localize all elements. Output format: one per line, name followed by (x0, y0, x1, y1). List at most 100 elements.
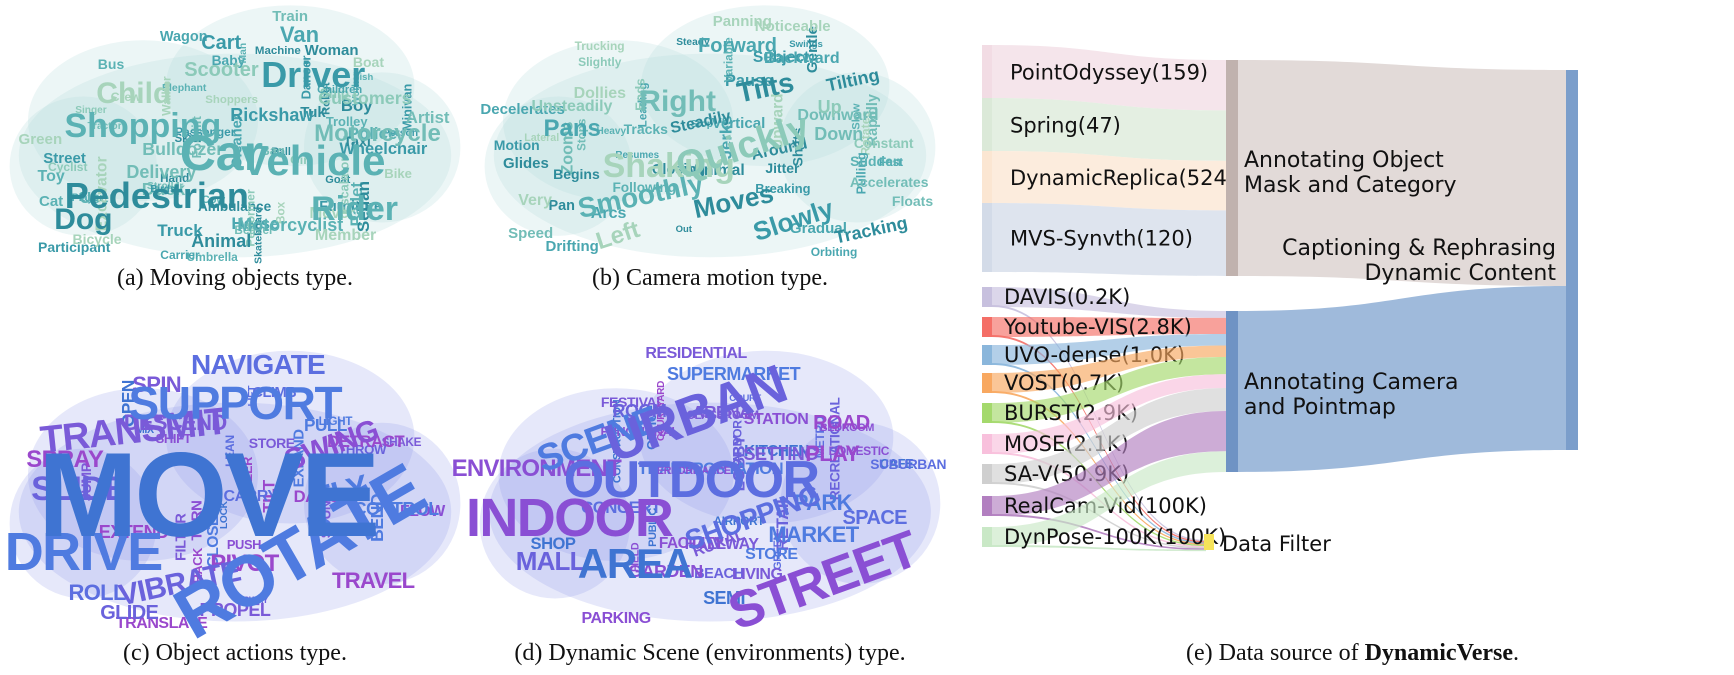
cloud-word: COURT (729, 392, 761, 403)
cloud-word: Decelerates (480, 101, 565, 119)
cloud-word: FESTIVAL (600, 394, 665, 410)
cloud-word: Bike (384, 165, 412, 181)
flow-band (992, 334, 1226, 365)
cloud-word: Boat (352, 53, 385, 70)
cloud-word: PIVOT (210, 549, 279, 577)
cloud-word: Motion (493, 136, 540, 153)
source-node-bar (982, 345, 992, 365)
cloud-word: Elephant (161, 82, 207, 95)
cloud-word: Gradual (789, 220, 847, 238)
cloud-word: Cow (201, 194, 226, 207)
cloud-word: DESCEND (123, 409, 228, 435)
sankey-diagram: PointOdyssey(159) Spring(47) DynamicReplic… (982, 45, 1578, 556)
cloud-word: Delivery (126, 161, 197, 182)
cloud-word: Crew (110, 90, 141, 105)
cloud-word: AREA (577, 539, 693, 587)
final-node-bar (1566, 70, 1578, 450)
cloud-word: SHOP (530, 533, 576, 553)
caption-e-suffix: . (1513, 640, 1519, 666)
cloud-word: SLIDE (31, 470, 127, 508)
cloud-word: Street (43, 149, 86, 167)
cloud-word: Floats (891, 193, 934, 209)
source-node-bar (982, 45, 992, 98)
cloud-word: Bus (97, 56, 125, 73)
flow-band (992, 287, 1226, 318)
cloud-word: Horse (231, 213, 280, 233)
cloud-word: Police (347, 124, 398, 144)
cloud-word: STORE (248, 434, 295, 451)
cloud-blob (489, 402, 931, 622)
cloud-word: Truck (157, 220, 203, 240)
cloud-word: LIGHT (318, 415, 353, 429)
mid-node-bar (1226, 311, 1238, 472)
cloud-blob (484, 96, 632, 236)
source-node-label: PointOdyssey(159) (1010, 61, 1208, 85)
flow-band (992, 45, 1226, 111)
cloud-word: Downward (797, 106, 879, 125)
source-node-bar (982, 98, 992, 151)
source-node-bar (982, 373, 992, 393)
cloud-blob (166, 5, 415, 167)
cloud-word: Tracks (623, 120, 668, 137)
cloud-word: Animal (191, 231, 252, 252)
mid-node-bar (1226, 60, 1238, 276)
cloud-blob (28, 40, 258, 201)
cloud-blob (780, 422, 941, 585)
cloud-word: OUTDOOR (563, 451, 820, 510)
filter-node-label: Data Filter (1222, 532, 1331, 556)
cloud-word: CLIMB (252, 385, 297, 402)
cloud-word: EXTEND (98, 522, 169, 543)
source-node-label: Spring(47) (1010, 114, 1121, 138)
cloud-word: Pans (543, 114, 601, 142)
cloud-word: DANCE (293, 486, 351, 506)
cloud-word: SUPPORT (128, 376, 343, 429)
cloud-word: Cart (201, 31, 242, 54)
cloud-word: Fish (353, 72, 374, 84)
word-cloud-moving-objects: Car Vehicle Pedestrian Driver Shopping Rider D… (5, 0, 465, 268)
cloud-word: Cat (39, 192, 64, 210)
cloud-word: Noticeable (754, 18, 831, 36)
cloud-word: MOVE (37, 427, 381, 562)
cloud-word: ROAD (813, 411, 870, 434)
cloud-word: Cyclist (48, 159, 88, 174)
cloud-word: Scooter (184, 58, 259, 81)
cloud-word: BEDROOM (819, 422, 875, 435)
cloud-word: Carrier (160, 247, 200, 262)
cloud-word: Steady (676, 36, 710, 48)
cloud-blob (304, 72, 461, 223)
cloud-word: CAFE (879, 456, 914, 472)
cloud-word: PLAY (805, 441, 860, 467)
cloud-word: PULL (304, 415, 347, 436)
cloud-word: Ship (319, 86, 349, 102)
cloud-word: Right (639, 84, 716, 118)
cloud-word: Pan (548, 197, 575, 214)
flow-band (992, 203, 1226, 276)
cloud-word: MIX (135, 424, 154, 437)
cloud-word: Player (71, 192, 104, 205)
cloud-word: TRAVEL (332, 568, 415, 594)
cloud-word: Machine (254, 45, 301, 58)
cloud-word: Forward (698, 34, 777, 57)
cloud-word: GARDEN (628, 560, 703, 581)
source-node-bar (982, 151, 992, 203)
cloud-shape (484, 5, 936, 258)
cloud-word: Ambulance (197, 198, 272, 214)
cloud-word: CONTROL (353, 499, 440, 520)
cloud-word: FLOW (399, 503, 445, 521)
cloud-word: Pedestrian (64, 174, 249, 216)
cloud-word: Heavy (596, 125, 627, 137)
cloud-word: Shopping (64, 106, 222, 145)
cloud-word: ARENA (692, 401, 752, 422)
cloud-blob (493, 53, 927, 258)
cloud-word: SHAKE (381, 435, 422, 450)
source-node-bar (982, 527, 992, 547)
cloud-word: PUSH (226, 537, 262, 553)
cloud-word: Person (382, 127, 419, 139)
cloud-word: FACILITY (658, 534, 724, 552)
cloud-word: Member (314, 226, 377, 244)
cloud-word: Participant (38, 238, 111, 255)
cloud-blob (9, 448, 157, 599)
cloud-word: Van (279, 21, 320, 47)
cloud-word: Tuk (300, 104, 326, 122)
cloud-word: Green (18, 131, 63, 149)
